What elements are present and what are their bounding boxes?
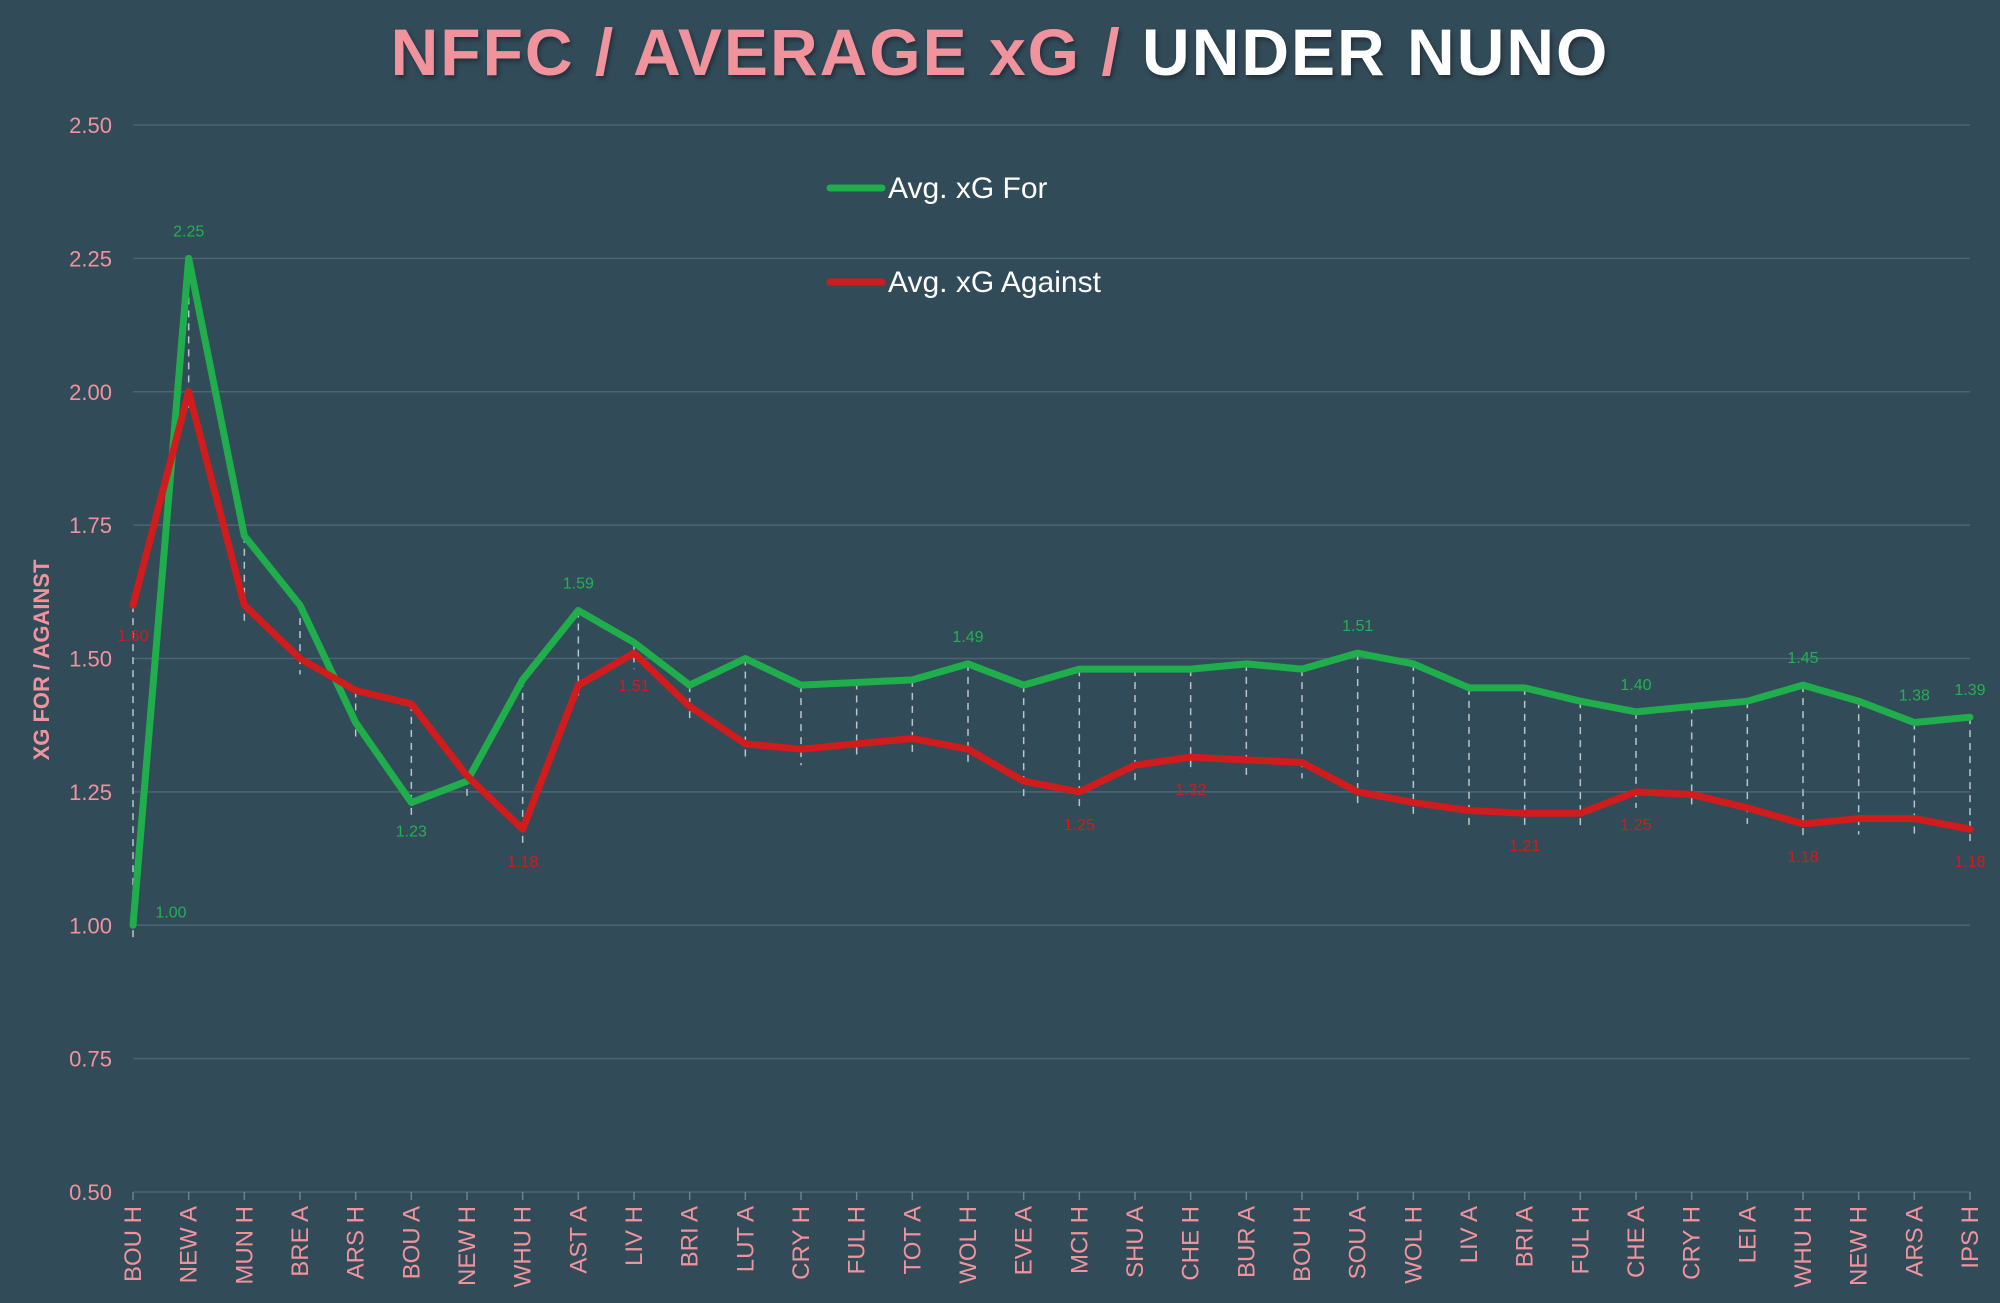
x-tick-label: AST A	[565, 1206, 592, 1274]
data-label-xg-against: 1.25	[1064, 817, 1095, 834]
data-label-xg-for: 2.25	[173, 223, 204, 240]
data-label-xg-against: 1.51	[618, 678, 649, 695]
x-tick-label: BRE A	[287, 1206, 314, 1277]
x-tick-label: BRI A	[677, 1206, 704, 1267]
x-tick-label: BOU H	[1289, 1206, 1316, 1282]
data-label-xg-for: 1.39	[1954, 682, 1985, 699]
data-label-xg-against: 1.60	[117, 628, 148, 645]
data-label-xg-against: 1.32	[1175, 782, 1206, 799]
x-tick-label: ARS A	[1901, 1206, 1928, 1277]
x-tick-label: LEI A	[1734, 1206, 1761, 1263]
chart-title: NFFC / AVERAGE xG / UNDER NUNO	[0, 14, 2000, 90]
data-label-xg-against: 1.18	[1787, 849, 1818, 866]
data-label-xg-against: 1.18	[507, 854, 538, 871]
y-tick-label: 1.25	[69, 780, 112, 805]
series-line-xg-for	[129, 254, 1974, 929]
x-tick-label: CHE A	[1623, 1206, 1650, 1278]
x-tick-label: BRI A	[1512, 1206, 1539, 1267]
data-label-xg-for: 1.59	[563, 575, 594, 592]
chart-title-part2: UNDER NUNO	[1142, 15, 1610, 89]
data-label-xg-against: 1.18	[1954, 854, 1985, 871]
data-label-xg-for: 1.23	[396, 824, 427, 841]
x-tick-label: ARS H	[343, 1206, 370, 1279]
y-tick-label: 2.50	[69, 113, 112, 138]
x-tick-label: CHE H	[1178, 1206, 1205, 1281]
data-label-xg-for: 1.40	[1620, 677, 1651, 694]
legend: Avg. xG For Avg. xG Against	[826, 172, 1102, 299]
y-tick-label: 1.75	[69, 513, 112, 538]
x-tick-label: BOU H	[120, 1206, 147, 1282]
x-tick-label: EVE A	[1011, 1206, 1038, 1275]
x-tick-label: NEW A	[176, 1206, 203, 1283]
x-tick-label: IPS H	[1957, 1206, 1984, 1269]
y-tick-label: 2.25	[69, 246, 112, 271]
data-label-xg-for: 1.00	[155, 904, 186, 921]
x-tick-label: WOL H	[955, 1206, 982, 1284]
data-label-xg-for: 1.49	[952, 629, 983, 646]
x-tick-label: LIV A	[1456, 1206, 1483, 1263]
x-tick-label: BOU A	[398, 1206, 425, 1279]
x-tick-label: CRY H	[788, 1206, 815, 1280]
y-tick-labels: 0.50 0.75 1.00 1.25 1.50 1.75 2.00 2.25 2.50	[69, 113, 112, 1205]
data-label-xg-against: 1.25	[1620, 817, 1651, 834]
y-tick-label: 1.50	[69, 647, 112, 672]
x-tick-label: WHU H	[1790, 1206, 1817, 1287]
x-tick-label: MCI H	[1066, 1206, 1093, 1274]
x-tick-label: SOU A	[1345, 1206, 1372, 1279]
x-tick-label: NEW H	[454, 1206, 481, 1286]
legend-label: Avg. xG Against	[888, 266, 1102, 299]
y-tick-label: 0.50	[69, 1180, 112, 1205]
x-tick-label: SHU A	[1122, 1206, 1149, 1278]
chart-title-part1: NFFC / AVERAGE xG /	[390, 15, 1143, 89]
y-tick-label: 1.00	[69, 913, 112, 938]
x-tick-label: LUT A	[732, 1206, 759, 1272]
x-tick-label: CRY H	[1679, 1206, 1706, 1280]
x-tick-label: WOL H	[1400, 1206, 1427, 1284]
x-tick-label: FUL H	[844, 1206, 871, 1274]
y-tick-label: 2.00	[69, 380, 112, 405]
data-label-xg-for: 1.45	[1787, 650, 1818, 667]
y-tick-label: 0.75	[69, 1047, 112, 1072]
series-lines	[129, 254, 1974, 929]
data-labels: 1.00 2.25 1.23 1.59 1.49 1.51 1.40 1.45 1.38 1.39…	[117, 223, 1985, 921]
x-tick-label: WHU H	[510, 1206, 537, 1287]
x-tick-labels: BOU H NEW A MUN H BRE A ARS H BOU A NEW H WHU H…	[120, 1192, 1984, 1287]
data-label-xg-against: 1.21	[1509, 838, 1540, 855]
x-tick-label: MUN H	[231, 1206, 258, 1285]
x-tick-label: TOT A	[899, 1206, 926, 1274]
legend-label: Avg. xG For	[888, 172, 1048, 205]
x-tick-label: LIV H	[621, 1206, 648, 1266]
x-tick-label: BUR A	[1233, 1206, 1260, 1278]
data-label-xg-for: 1.38	[1899, 688, 1930, 705]
data-label-xg-for: 1.51	[1342, 618, 1373, 635]
x-tick-label: NEW H	[1846, 1206, 1873, 1286]
x-tick-label: FUL H	[1567, 1206, 1594, 1274]
series-line-xg-against	[129, 388, 1974, 833]
